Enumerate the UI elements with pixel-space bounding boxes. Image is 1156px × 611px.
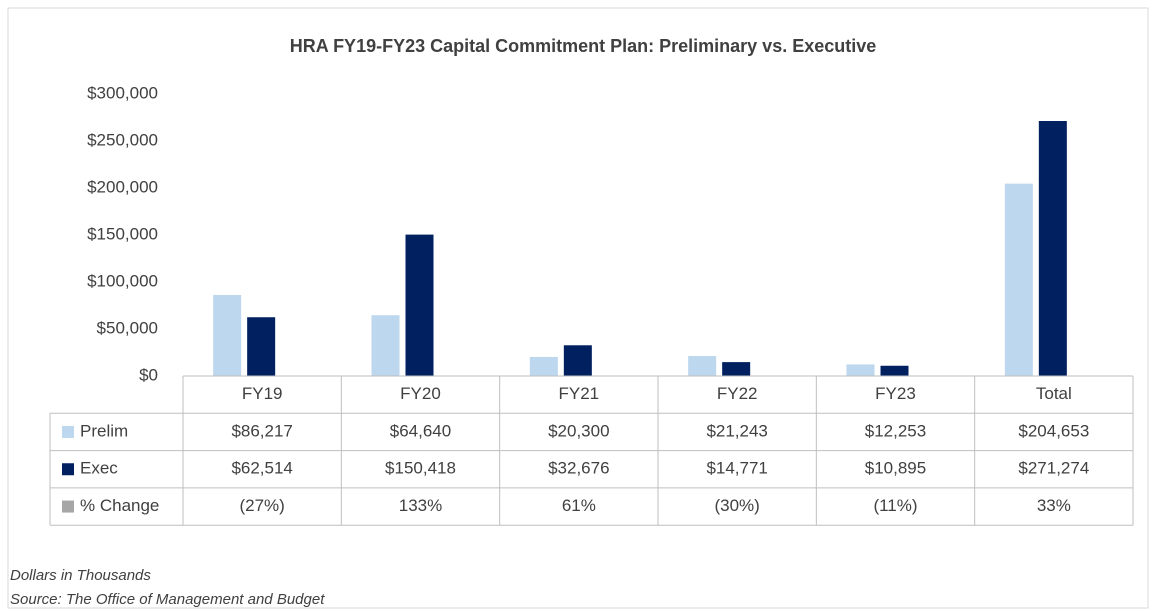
bar [213, 294, 242, 376]
table-cell: 61% [562, 496, 596, 515]
note: Dollars in Thousands [10, 567, 151, 584]
x-tick-label: FY20 [400, 384, 441, 403]
bar [880, 365, 909, 376]
x-tick-label: FY23 [875, 384, 916, 403]
chart-frame [7, 7, 1149, 609]
chart-title: HRA FY19-FY23 Capital Commitment Plan: P… [290, 36, 877, 56]
bar [563, 345, 592, 376]
table-cell: $204,653 [1018, 421, 1089, 440]
table-cell: $12,253 [865, 421, 926, 440]
legend-swatch [62, 463, 74, 476]
table-cell: (11%) [873, 496, 917, 515]
table-cell: $20,300 [548, 421, 609, 440]
table-cell: $14,771 [706, 459, 767, 478]
table-cell: (30%) [714, 496, 759, 515]
x-tick-label: FY22 [717, 384, 758, 403]
y-tick-label: $50,000 [97, 318, 158, 337]
legend-label: % Change [80, 496, 159, 515]
table-cell: 133% [399, 496, 442, 515]
y-tick-label: $150,000 [87, 224, 158, 243]
x-tick-label: Total [1036, 384, 1072, 403]
legend-label: Prelim [80, 421, 128, 440]
legend-swatch [62, 500, 74, 513]
bar [722, 362, 751, 376]
table-cell: $21,243 [706, 421, 767, 440]
legend-label: Exec [80, 459, 118, 478]
y-tick-label: $100,000 [87, 271, 158, 290]
table-cell: $150,418 [385, 459, 456, 478]
legend-swatch [62, 425, 74, 438]
y-tick-label: $300,000 [87, 83, 158, 102]
bar [1004, 183, 1033, 376]
table-cell: $271,274 [1018, 459, 1089, 478]
x-tick-label: FY19 [242, 384, 283, 403]
bar [688, 356, 717, 376]
table-cell: $64,640 [390, 421, 451, 440]
bar [846, 364, 875, 376]
y-tick-label: $250,000 [87, 130, 158, 149]
bar [529, 356, 558, 376]
bar [371, 315, 400, 376]
bar [247, 317, 276, 376]
table-cell: 33% [1037, 496, 1071, 515]
x-tick-label: FY21 [559, 384, 600, 403]
table-cell: $32,676 [548, 459, 609, 478]
table-cell: (27%) [239, 496, 284, 515]
table-cell: $86,217 [231, 421, 292, 440]
bar [405, 234, 434, 376]
y-tick-label: $0 [139, 365, 158, 384]
y-tick-label: $200,000 [87, 177, 158, 196]
bar [1038, 121, 1067, 376]
table-cell: $62,514 [231, 459, 292, 478]
note: Source: The Office of Management and Bud… [10, 591, 325, 608]
table-cell: $10,895 [865, 459, 926, 478]
